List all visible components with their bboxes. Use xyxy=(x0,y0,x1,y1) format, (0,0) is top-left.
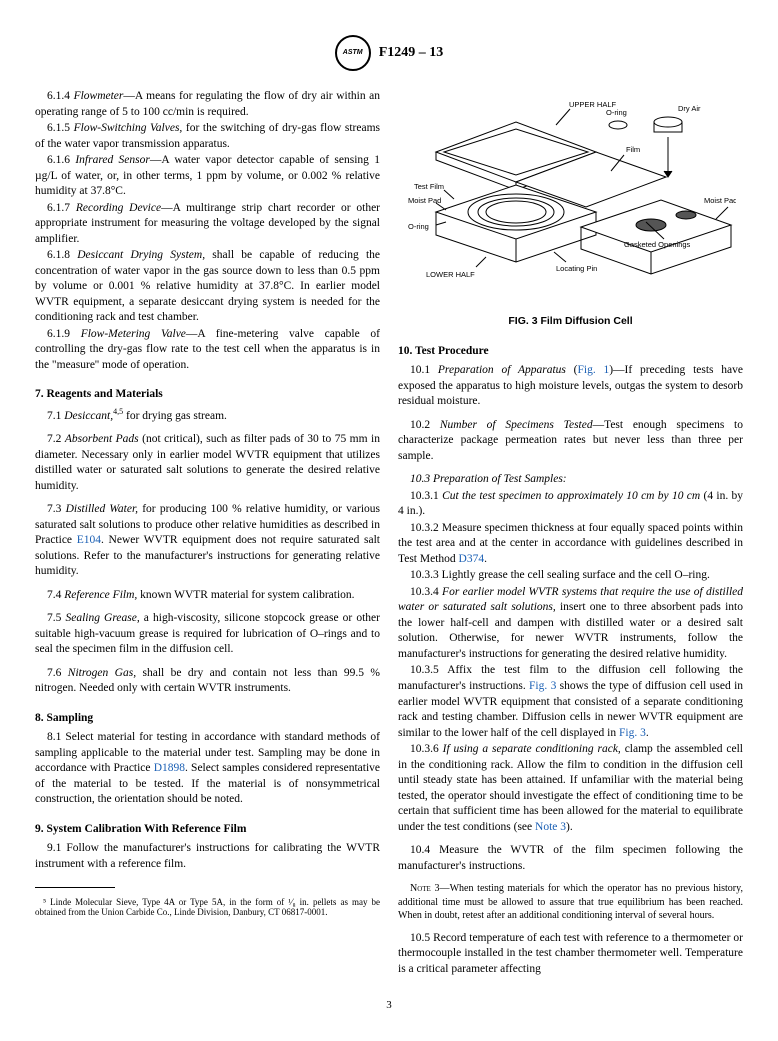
para-7-6: 7.6 Nitrogen Gas, shall be dry and conta… xyxy=(35,666,380,697)
note-3: Note 3—When testing materials for which … xyxy=(398,882,743,923)
svg-text:Film: Film xyxy=(626,145,640,154)
para-6-1-7: 6.1.7 Recording Device—A multirange stri… xyxy=(35,201,380,248)
astm-logo: ASTM xyxy=(335,35,371,71)
svg-text:Moist Pad: Moist Pad xyxy=(408,196,441,205)
para-7-5: 7.5 Sealing Grease, a high-viscosity, si… xyxy=(35,611,380,658)
link-d1898[interactable]: D1898 xyxy=(154,762,185,774)
standard-designation: F1249 – 13 xyxy=(379,44,444,63)
para-6-1-8: 6.1.8 Desiccant Drying System, shall be … xyxy=(35,248,380,326)
para-7-2: 7.2 Absorbent Pads (not critical), such … xyxy=(35,432,380,494)
link-e104[interactable]: E104 xyxy=(77,534,101,546)
svg-text:O-ring: O-ring xyxy=(408,222,429,231)
para-10-2: 10.2 Number of Specimens Tested—Test eno… xyxy=(398,418,743,465)
link-fig-3a[interactable]: Fig. 3 xyxy=(529,680,556,692)
link-fig-3b[interactable]: Fig. 3 xyxy=(619,727,646,739)
heading-8: 8. Sampling xyxy=(35,711,380,727)
svg-text:Locating Pin: Locating Pin xyxy=(556,264,597,273)
svg-text:Moist Pad: Moist Pad xyxy=(704,196,736,205)
para-10-4: 10.4 Measure the WVTR of the film specim… xyxy=(398,843,743,874)
figure-3: UPPER HALF Film O-ring Dry Air Test Film… xyxy=(398,97,743,328)
link-fig-1[interactable]: Fig. 1 xyxy=(577,364,609,376)
para-7-1: 7.1 Desiccant,4,5 for drying gas stream. xyxy=(35,407,380,424)
para-10-1: 10.1 Preparation of Apparatus (Fig. 1)—I… xyxy=(398,363,743,410)
para-6-1-4: 6.1.4 Flowmeter—A means for regulating t… xyxy=(35,89,380,120)
figure-3-caption: FIG. 3 Film Diffusion Cell xyxy=(398,314,743,328)
para-10-3-2: 10.3.2 Measure specimen thickness at fou… xyxy=(398,521,743,568)
svg-text:LOWER HALF: LOWER HALF xyxy=(426,270,475,279)
heading-7: 7. Reagents and Materials xyxy=(35,387,380,403)
heading-9: 9. System Calibration With Reference Fil… xyxy=(35,822,380,838)
footnote-ref-45: 4,5 xyxy=(113,407,123,416)
two-column-body: 6.1.4 Flowmeter—A means for regulating t… xyxy=(35,89,743,978)
para-10-3-1: 10.3.1 Cut the test specimen to approxim… xyxy=(398,489,743,520)
link-d374[interactable]: D374 xyxy=(459,553,485,565)
para-6-1-6: 6.1.6 Infrared Sensor—A water vapor dete… xyxy=(35,153,380,200)
para-6-1-5: 6.1.5 Flow-Switching Valves, for the swi… xyxy=(35,121,380,152)
para-7-3: 7.3 Distilled Water, for producing 100 %… xyxy=(35,502,380,580)
footnote-separator xyxy=(35,887,115,888)
para-10-3-3: 10.3.3 Lightly grease the cell sealing s… xyxy=(398,568,743,584)
svg-text:Dry Air: Dry Air xyxy=(678,104,701,113)
heading-10: 10. Test Procedure xyxy=(398,344,743,360)
page-number: 3 xyxy=(35,998,743,1013)
para-8-1: 8.1 Select material for testing in accor… xyxy=(35,730,380,808)
para-10-5: 10.5 Record temperature of each test wit… xyxy=(398,931,743,978)
svg-text:Test Film: Test Film xyxy=(414,182,444,191)
para-10-3-5: 10.3.5 Affix the test film to the diffus… xyxy=(398,663,743,741)
svg-text:Gasketed Openings: Gasketed Openings xyxy=(624,240,691,249)
svg-text:O-ring: O-ring xyxy=(606,108,627,117)
para-7-4: 7.4 Reference Film, known WVTR material … xyxy=(35,588,380,604)
para-10-3-6: 10.3.6 If using a separate conditioning … xyxy=(398,742,743,835)
film-diffusion-cell-diagram: UPPER HALF Film O-ring Dry Air Test Film… xyxy=(406,97,736,302)
para-9-1: 9.1 Follow the manufacturer's instructio… xyxy=(35,841,380,872)
para-10-3: 10.3 Preparation of Test Samples: xyxy=(398,472,743,488)
para-10-3-4: 10.3.4 For earlier model WVTR systems th… xyxy=(398,585,743,663)
link-note-3[interactable]: Note 3 xyxy=(535,821,566,833)
para-6-1-9: 6.1.9 Flow-Metering Valve—A fine-meterin… xyxy=(35,327,380,374)
page-header: ASTM F1249 – 13 xyxy=(35,35,743,71)
footnote-5: ⁵ Linde Molecular Sieve, Type 4A or Type… xyxy=(35,897,380,919)
